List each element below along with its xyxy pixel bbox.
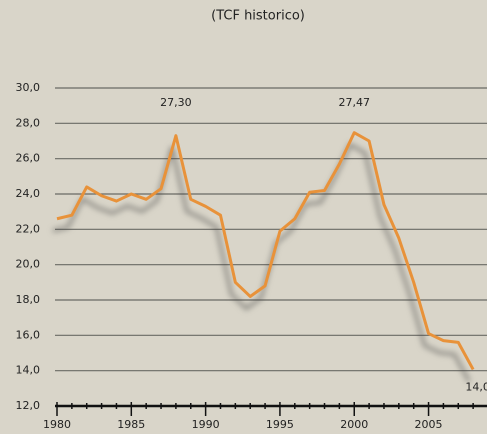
y-tick-label: 30,0 [16, 81, 41, 94]
y-tick-label: 14,0 [16, 364, 41, 377]
annotation: 14,07 [465, 380, 487, 393]
y-tick-label: 20,0 [16, 258, 41, 271]
y-tick-label: 24,0 [16, 187, 41, 200]
line-series [56, 131, 475, 371]
y-tick-label: 16,0 [16, 328, 41, 341]
x-tick-label: 1990 [192, 418, 220, 431]
x-tick-label: 1985 [117, 418, 145, 431]
y-tick-label: 28,0 [16, 116, 41, 129]
y-tick-label: 22,0 [16, 222, 41, 235]
x-tick-label: 1995 [266, 418, 294, 431]
y-tick-label: 18,0 [16, 293, 41, 306]
y-tick-label: 26,0 [16, 152, 41, 165]
chart-title: (TCF historico) [211, 9, 305, 24]
annotation: 27,47 [338, 96, 370, 109]
y-tick-label: 12,0 [16, 399, 41, 412]
annotation: 27,30 [160, 96, 192, 109]
x-tick-label: 1980 [43, 418, 71, 431]
x-tick-label: 2005 [415, 418, 443, 431]
x-tick-label: 2000 [340, 418, 368, 431]
